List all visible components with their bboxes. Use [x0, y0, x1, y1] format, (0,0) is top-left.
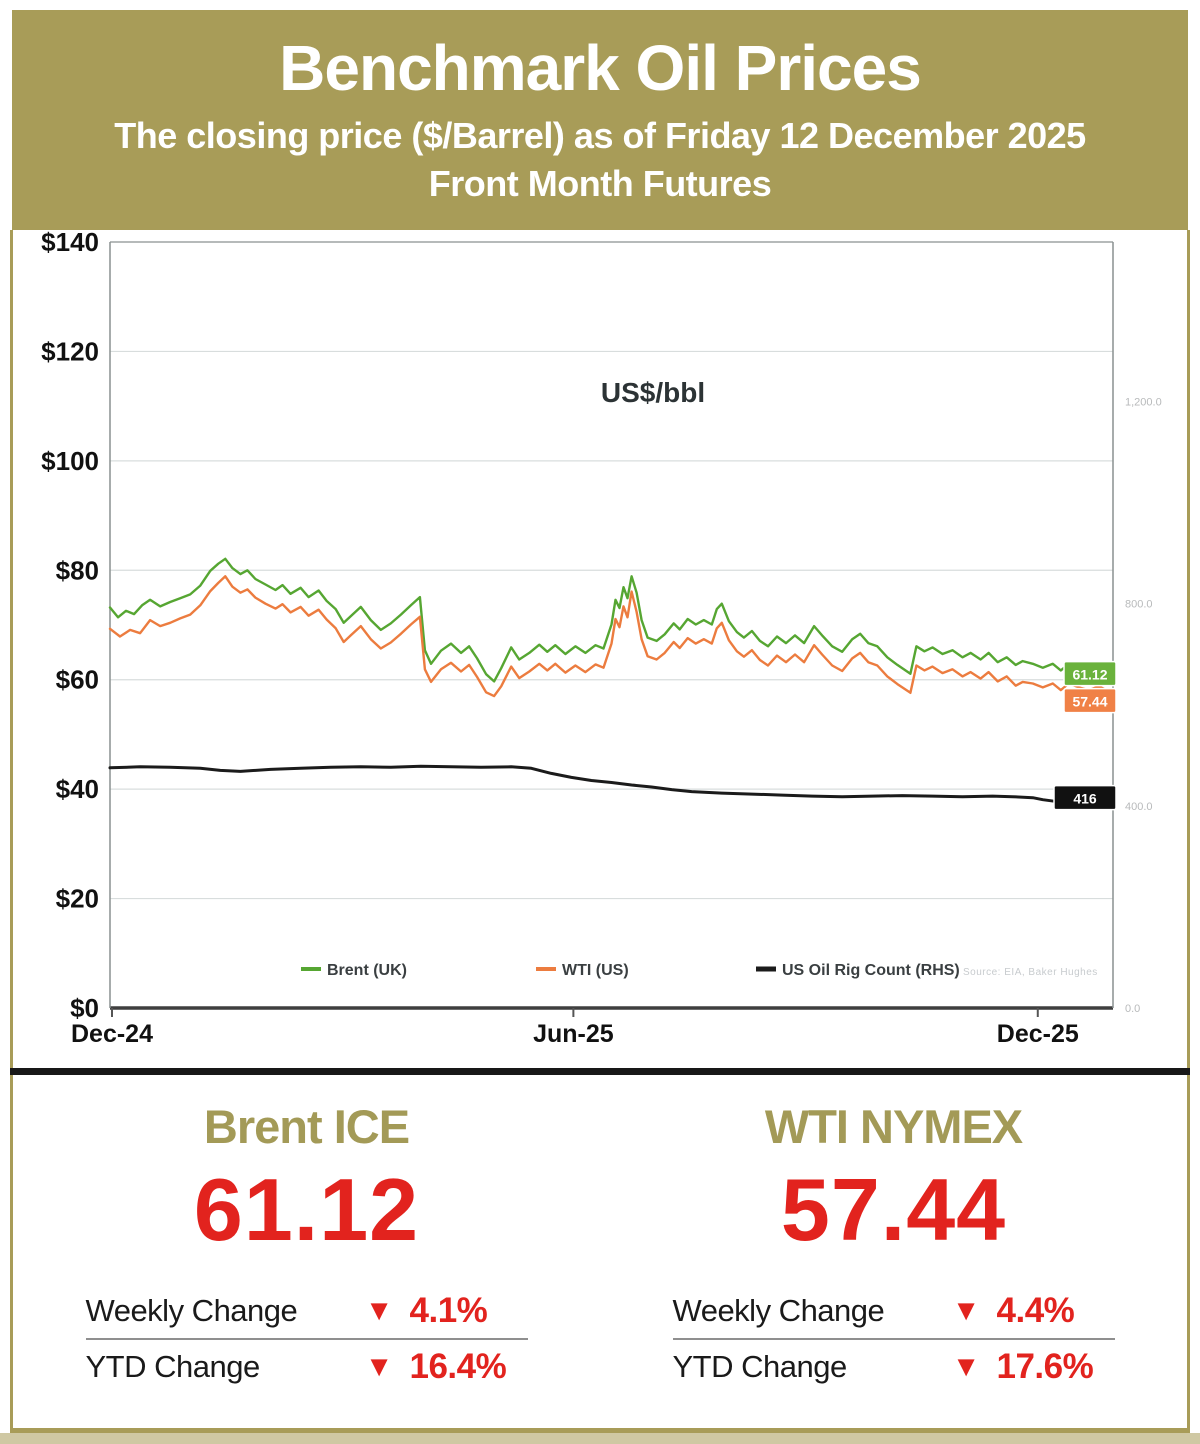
- wti-end-label: 57.44: [1072, 694, 1107, 710]
- rig-count-line: [108, 764, 1115, 804]
- change-label: YTD Change: [672, 1349, 848, 1384]
- rig-end-label: 416: [1073, 791, 1097, 807]
- brent-title: Brent ICE: [203, 1100, 410, 1153]
- change-value: 4.4%: [996, 1291, 1075, 1330]
- y-axis-label: $140: [41, 230, 99, 257]
- wti-ytd-row: YTD Change ▼ 17.6%: [672, 1338, 1115, 1394]
- down-triangle-icon: ▼: [364, 1350, 394, 1383]
- change-label: Weekly Change: [672, 1293, 885, 1328]
- legend-label: US Oil Rig Count (RHS): [782, 962, 960, 979]
- y-axis-label: $120: [41, 336, 99, 366]
- header-banner: Benchmark Oil Prices The closing price (…: [12, 10, 1188, 230]
- change-value: 17.6%: [996, 1347, 1094, 1386]
- wti-line: [108, 575, 1115, 698]
- wti-end-label-box: [1063, 687, 1117, 714]
- y-axis-label: $20: [56, 884, 99, 914]
- change-value: 16.4%: [409, 1347, 507, 1386]
- brent-ytd-row: YTD Change ▼ 16.4%: [85, 1338, 528, 1394]
- down-triangle-icon: ▼: [951, 1350, 981, 1383]
- brent-weekly-row: Weekly Change ▼ 4.1%: [86, 1284, 528, 1338]
- frame-left-border: [10, 230, 13, 1428]
- wti-change-rows: Weekly Change ▼ 4.4% YTD Change ▼ 17.6%: [672, 1284, 1115, 1394]
- y-axis-label: $80: [56, 555, 99, 585]
- y-axis-label: $0: [70, 993, 99, 1023]
- section-divider: [10, 1068, 1190, 1075]
- bottom-tan-strip: [0, 1433, 1200, 1444]
- y-axis-label: $60: [56, 665, 99, 695]
- brent-end-label-box: [1063, 660, 1117, 687]
- oil-price-chart: $140 $120 $100 $80 $60 $40 $20 $0 1,200.0 800.0 40…: [41, 227, 1162, 1048]
- page-subtitle: The closing price ($/Barrel) as of Frida…: [114, 114, 1086, 156]
- panel-brent: Brent ICE 61.12 Weekly Change ▼ 4.1% YTD…: [13, 1075, 600, 1428]
- brent-price: 61.12: [193, 1160, 420, 1259]
- down-triangle-icon: ▼: [364, 1294, 394, 1327]
- change-label: Weekly Change: [85, 1293, 298, 1328]
- legend-label: Brent (UK): [327, 962, 407, 979]
- page-subtitle-line2: Front Month Futures: [428, 162, 772, 204]
- change-value: 4.1%: [409, 1291, 488, 1330]
- x-axis-label: Jun-25: [533, 1020, 614, 1048]
- wti-price: 57.44: [780, 1160, 1007, 1259]
- frame-right-border: [1187, 230, 1190, 1428]
- panel-wti: WTI NYMEX 57.44 Weekly Change ▼ 4.4% YTD…: [600, 1075, 1187, 1428]
- frame-bottom-border: [10, 1428, 1190, 1433]
- x-axis-label: Dec-25: [997, 1020, 1079, 1048]
- brent-line: [108, 557, 1115, 683]
- chart-units-label: US$/bbl: [601, 377, 705, 408]
- legend-label: WTI (US): [562, 962, 629, 979]
- right-axis-label: 1,200.0: [1125, 396, 1162, 408]
- brent-end-label: 61.12: [1072, 667, 1107, 683]
- change-label: YTD Change: [85, 1349, 261, 1384]
- stats-section: Brent ICE 61.12 Weekly Change ▼ 4.1% YTD…: [13, 1075, 1187, 1428]
- wti-weekly-row: Weekly Change ▼ 4.4%: [673, 1284, 1115, 1338]
- wti-title: WTI NYMEX: [764, 1100, 1023, 1153]
- source-note: Source: EIA, Baker Hughes: [963, 967, 1098, 978]
- right-axis-label: 400.0: [1125, 801, 1153, 813]
- x-axis-label: Dec-24: [71, 1020, 153, 1048]
- rig-end-label-box: [1053, 784, 1117, 811]
- brent-change-rows: Weekly Change ▼ 4.1% YTD Change ▼ 16.4%: [85, 1284, 528, 1394]
- down-triangle-icon: ▼: [951, 1294, 981, 1327]
- page-title: Benchmark Oil Prices: [279, 32, 922, 105]
- right-axis-label: 800.0: [1125, 599, 1153, 611]
- y-axis-label: $40: [56, 774, 99, 804]
- right-axis-label: 0.0: [1125, 1003, 1140, 1015]
- chart-section: $140 $120 $100 $80 $60 $40 $20 $0 1,200.0 800.0 40…: [13, 227, 1187, 1068]
- y-axis-label: $100: [41, 446, 99, 476]
